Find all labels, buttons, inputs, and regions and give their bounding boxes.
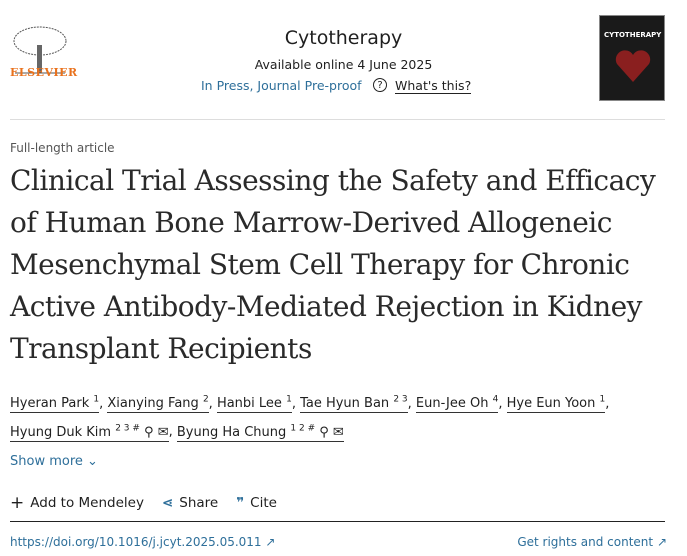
quote-icon: ❞ [236, 495, 245, 511]
question-icon[interactable]: ? [373, 78, 387, 92]
author-link[interactable]: Xianying Fang 2 [107, 395, 209, 414]
divider [10, 521, 665, 522]
author-link[interactable]: Eun-Jee Oh 4 [415, 395, 499, 414]
plus-icon: + [10, 493, 25, 513]
author-name: Eun-Jee Oh [415, 396, 489, 412]
doi-text: https://doi.org/10.1016/j.jcyt.2025.05.0… [10, 535, 262, 549]
author-link[interactable]: Hye Eun Yoon 1 [506, 395, 606, 414]
whats-this-link[interactable]: What's this? [395, 78, 472, 94]
author-name: Hanbi Lee [216, 396, 282, 412]
author-name: Hyung Duk Kim [10, 424, 112, 440]
external-link-icon: ↗ [265, 535, 276, 549]
add-to-mendeley-button[interactable]: + Add to Mendeley [10, 493, 144, 513]
chevron-down-icon: ⌄ [87, 454, 98, 469]
author-link[interactable]: Tae Hyun Ban 2 3 [300, 395, 408, 414]
author-name: Xianying Fang [107, 396, 199, 412]
affiliation-sup: 2 3 # [115, 423, 140, 434]
show-more-button[interactable]: Show more ⌄ [10, 454, 98, 469]
show-more-label: Show more [10, 454, 83, 469]
affiliation-sup: 1 [599, 395, 606, 405]
mendeley-label: Add to Mendeley [30, 495, 144, 511]
doi-link[interactable]: https://doi.org/10.1016/j.jcyt.2025.05.0… [10, 535, 275, 549]
elsevier-tree-logo[interactable] [10, 16, 70, 84]
author-name: Tae Hyun Ban [300, 396, 390, 412]
person-mail-icons: ⚲ ✉ [139, 424, 169, 440]
author-link[interactable]: Hanbi Lee 1 [216, 395, 292, 414]
affiliation-sup: 2 3 [393, 395, 408, 405]
author-link[interactable]: Hyeran Park 1 [10, 395, 100, 414]
affiliation-sup: 1 [93, 395, 100, 405]
author-name: Hyeran Park [10, 396, 90, 412]
person-mail-icons: ⚲ ✉ [315, 424, 344, 440]
available-online: Available online 4 June 2025 [254, 57, 433, 72]
author-link[interactable]: Hyung Duk Kim 2 3 # ⚲ ✉ [10, 423, 169, 442]
elsevier-wordmark: ELSEVIER [10, 66, 78, 79]
author-list: Hyeran Park 1, Xianying Fang 2, Hanbi Le… [10, 395, 610, 442]
heart-icon [615, 50, 651, 82]
affiliation-sup: 1 [286, 395, 292, 405]
divider [10, 119, 665, 120]
affiliation-sup: 1 2 # [290, 423, 316, 434]
article-title: Clinical Trial Assessing the Safety and … [10, 164, 656, 365]
cite-label: Cite [250, 495, 277, 511]
affiliation-sup: 2 [202, 395, 209, 405]
share-label: Share [179, 495, 219, 511]
article-status: In Press, Journal Pre-proof [201, 78, 362, 93]
cite-button[interactable]: ❞ Cite [236, 493, 277, 513]
journal-title[interactable]: Cytotherapy [284, 27, 403, 49]
author-name: Byung Ha Chung [176, 424, 287, 440]
share-icon: ⋖ [161, 495, 174, 511]
article-actions: + Add to Mendeley ⋖ Share ❞ Cite [10, 493, 277, 513]
journal-cover[interactable]: CYTOTHERAPY [599, 15, 665, 101]
affiliation-sup: 4 [492, 395, 499, 405]
external-link-icon: ↗ [656, 535, 667, 549]
rights-link[interactable]: Get rights and content ↗ [517, 535, 667, 549]
rights-text: Get rights and content [517, 535, 654, 549]
author-link[interactable]: Byung Ha Chung 1 2 # ⚲ ✉ [176, 423, 344, 442]
share-button[interactable]: ⋖ Share [162, 493, 218, 513]
article-type: Full-length article [10, 141, 115, 155]
author-name: Hye Eun Yoon [506, 396, 596, 412]
cover-title: CYTOTHERAPY [604, 31, 662, 39]
